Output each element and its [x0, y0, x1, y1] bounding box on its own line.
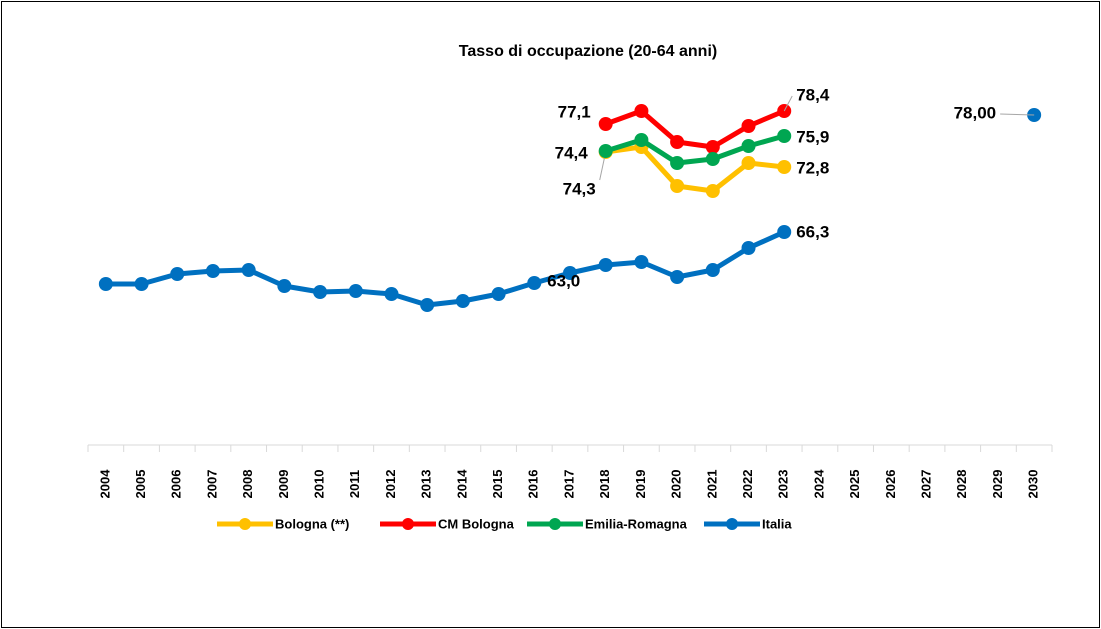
data-point: [741, 119, 756, 133]
data-point: [634, 104, 649, 118]
data-point: [598, 144, 613, 158]
x-tick-label: 2015: [490, 470, 505, 499]
x-tick-label: 2006: [169, 470, 184, 499]
data-point: [634, 133, 649, 147]
x-tick-label: 2027: [918, 470, 933, 499]
data-point: [598, 117, 613, 131]
data-label: 77,1: [558, 102, 591, 121]
x-tick-label: 2020: [669, 470, 684, 499]
legend-label: Italia: [762, 516, 792, 531]
x-tick-label: 2012: [383, 470, 398, 499]
data-point: [348, 284, 363, 298]
x-tick-label: 2028: [954, 470, 969, 499]
data-label: 66,3: [796, 222, 829, 241]
data-point: [455, 294, 470, 308]
data-point: [777, 160, 792, 174]
data-point: [420, 298, 435, 312]
data-point: [670, 179, 685, 193]
legend-label: Bologna (**): [275, 516, 349, 531]
data-label: 74,4: [555, 143, 589, 162]
data-point: [705, 152, 720, 166]
data-label: 78,00: [954, 103, 997, 122]
data-point: [277, 279, 292, 293]
data-label: 75,9: [796, 127, 829, 146]
data-point: [777, 225, 792, 239]
data-point: [670, 156, 685, 170]
data-point: [741, 156, 756, 170]
data-point: [313, 285, 328, 299]
x-tick-label: 2018: [597, 470, 612, 499]
x-tick-label: 2024: [811, 469, 826, 499]
x-tick-label: 2021: [704, 470, 719, 499]
data-point: [384, 287, 399, 301]
legend-marker: [239, 518, 251, 530]
data-point: [705, 140, 720, 154]
x-tick-label: 2022: [740, 470, 755, 499]
data-point: [170, 267, 185, 281]
data-point: [705, 263, 720, 277]
data-point: [598, 258, 613, 272]
x-tick-label: 2007: [204, 470, 219, 499]
data-label: 72,8: [796, 158, 829, 177]
label-leader: [1000, 113, 1035, 116]
data-label: 74,3: [563, 179, 596, 198]
legend-label: Emilia-Romagna: [585, 516, 688, 531]
data-point: [241, 263, 256, 277]
data-point: [777, 129, 792, 143]
x-tick-label: 2004: [97, 469, 112, 499]
data-point: [705, 184, 720, 198]
x-tick-label: 2029: [990, 470, 1005, 499]
x-tick-label: 2023: [776, 470, 791, 499]
x-tick-label: 2019: [633, 470, 648, 499]
x-tick-label: 2017: [561, 470, 576, 499]
x-tick-label: 2014: [454, 469, 469, 499]
data-point: [634, 255, 649, 269]
x-tick-label: 2026: [883, 470, 898, 499]
data-point: [491, 287, 506, 301]
data-point: [98, 277, 113, 291]
data-point: [563, 266, 577, 280]
x-tick-label: 2008: [240, 470, 255, 499]
x-tick-label: 2005: [133, 470, 148, 499]
data-point: [134, 277, 149, 291]
label-leader: [783, 95, 793, 112]
x-tick-label: 2009: [276, 470, 291, 499]
x-tick-label: 2011: [347, 470, 362, 498]
data-point: [527, 276, 542, 290]
legend-marker: [726, 518, 738, 530]
data-label: 78,4: [796, 85, 830, 104]
legend-label: CM Bologna: [438, 516, 515, 531]
data-point: [205, 264, 220, 278]
x-tick-label: 2030: [1026, 470, 1041, 499]
legend-marker: [402, 518, 414, 530]
data-point: [741, 139, 756, 153]
legend-marker: [549, 518, 561, 530]
data-point: [670, 270, 685, 284]
chart-title: Tasso di occupazione (20-64 anni): [459, 43, 717, 60]
x-tick-label: 2025: [847, 470, 862, 499]
data-point: [670, 135, 685, 149]
x-tick-label: 2016: [526, 470, 541, 499]
data-label: 63,0: [547, 271, 580, 290]
x-tick-label: 2010: [312, 470, 327, 499]
x-tick-label: 2013: [419, 470, 434, 499]
data-point: [741, 241, 756, 255]
